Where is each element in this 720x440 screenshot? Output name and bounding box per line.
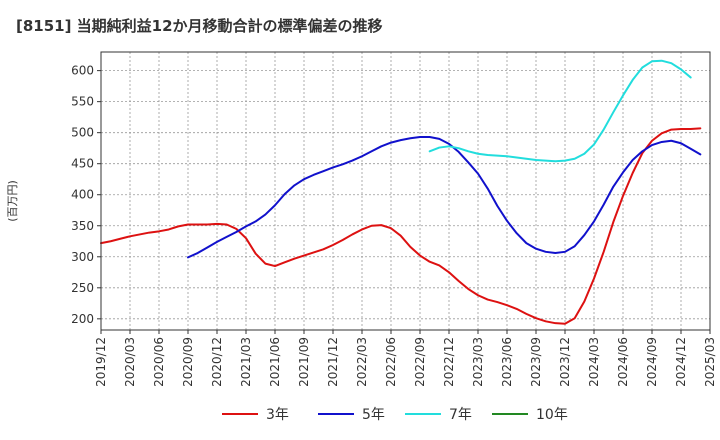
x-tick-label: 2021/12 bbox=[326, 337, 340, 387]
series-line-5年 bbox=[187, 136, 702, 259]
plot-area bbox=[101, 52, 710, 330]
plot-frame bbox=[100, 51, 711, 331]
y-tick-label: 400 bbox=[71, 188, 94, 202]
x-tick-label: 2022/09 bbox=[413, 337, 427, 387]
x-tick-label: 2020/09 bbox=[181, 337, 195, 387]
x-axis: 2019/12 2020/03 2020/06 2020/09 2020/12 2021/… bbox=[94, 330, 717, 387]
series-layer bbox=[100, 59, 702, 325]
x-tick-label: 2024/12 bbox=[674, 337, 688, 387]
x-tick-label: 2022/03 bbox=[355, 337, 369, 387]
x-tick-label: 2020/06 bbox=[152, 337, 166, 387]
x-tick-label: 2020/12 bbox=[210, 337, 224, 387]
y-tick-label: 550 bbox=[71, 95, 94, 109]
x-tick-label: 2021/09 bbox=[297, 337, 311, 387]
series-line-3年 bbox=[100, 127, 702, 325]
x-tick-label: 2022/12 bbox=[442, 337, 456, 387]
x-tick-label: 2024/03 bbox=[587, 337, 601, 387]
series-line-7年 bbox=[428, 59, 692, 163]
x-tick-label: 2021/03 bbox=[239, 337, 253, 387]
y-axis: 200 250 300 350 400 450 500 550 600 bbox=[71, 64, 101, 326]
y-tick-label: 200 bbox=[71, 312, 94, 326]
chart-title: [8151] 当期純利益12か月移動合計の標準偏差の推移 bbox=[16, 17, 383, 35]
y-tick-label: 600 bbox=[71, 64, 94, 78]
y-tick-label: 250 bbox=[71, 281, 94, 295]
grid bbox=[100, 52, 711, 330]
y-tick-label: 350 bbox=[71, 219, 94, 233]
y-tick-label: 450 bbox=[71, 157, 94, 171]
x-tick-label: 2023/09 bbox=[529, 337, 543, 387]
x-tick-label: 2019/12 bbox=[94, 337, 108, 387]
x-tick-label: 2020/03 bbox=[123, 337, 137, 387]
legend-label: 3年 bbox=[266, 407, 289, 423]
legend: 3年 5年 7年 10年 bbox=[222, 407, 568, 423]
x-tick-label: 2024/06 bbox=[616, 337, 630, 387]
y-tick-label: 500 bbox=[71, 126, 94, 140]
x-tick-label: 2023/12 bbox=[558, 337, 572, 387]
legend-label: 10年 bbox=[536, 407, 568, 423]
x-tick-label: 2021/06 bbox=[268, 337, 282, 387]
y-tick-label: 300 bbox=[71, 250, 94, 264]
x-tick-label: 2022/06 bbox=[384, 337, 398, 387]
legend-label: 5年 bbox=[362, 407, 385, 423]
y-axis-label: (百万円) bbox=[6, 180, 19, 222]
x-tick-label: 2025/03 bbox=[703, 337, 717, 387]
x-tick-label: 2024/09 bbox=[645, 337, 659, 387]
x-tick-label: 2023/06 bbox=[500, 337, 514, 387]
x-tick-label: 2023/03 bbox=[471, 337, 485, 387]
legend-label: 7年 bbox=[449, 407, 472, 423]
